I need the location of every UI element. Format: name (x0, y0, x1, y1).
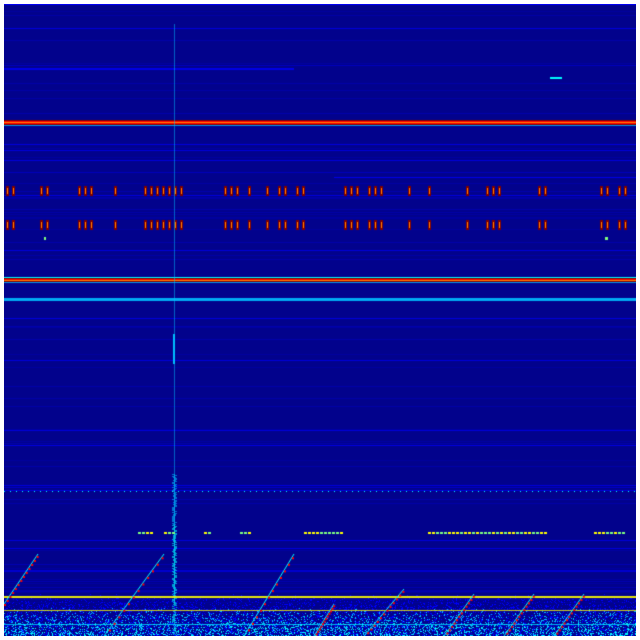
spectrogram-image (4, 4, 636, 636)
